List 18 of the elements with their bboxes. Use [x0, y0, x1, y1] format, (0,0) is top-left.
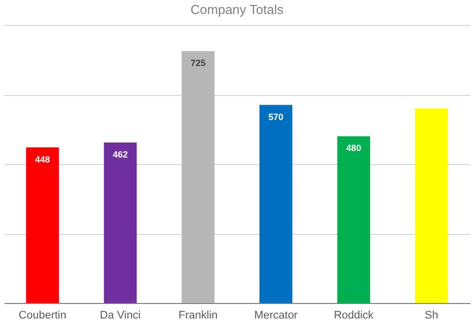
x-tick-label: Roddick — [334, 310, 374, 322]
bar — [182, 51, 215, 303]
data-label: 480 — [346, 143, 362, 154]
bar — [415, 108, 448, 303]
x-tick-label: Da Vinci — [100, 310, 141, 322]
x-tick-label: Franklin — [178, 310, 218, 322]
data-label: 462 — [112, 149, 128, 160]
data-label: 725 — [190, 58, 206, 68]
x-tick-label: Coubertin — [18, 310, 66, 322]
data-label: 448 — [34, 154, 50, 164]
bar — [26, 147, 59, 303]
bar — [104, 142, 137, 303]
chart-title: Company Totals — [190, 2, 284, 17]
bar — [259, 104, 292, 303]
x-tick-label: Mercator — [254, 310, 298, 322]
bar — [337, 136, 370, 303]
data-label: 570 — [268, 112, 284, 122]
x-tick-label: Sh — [424, 310, 438, 322]
